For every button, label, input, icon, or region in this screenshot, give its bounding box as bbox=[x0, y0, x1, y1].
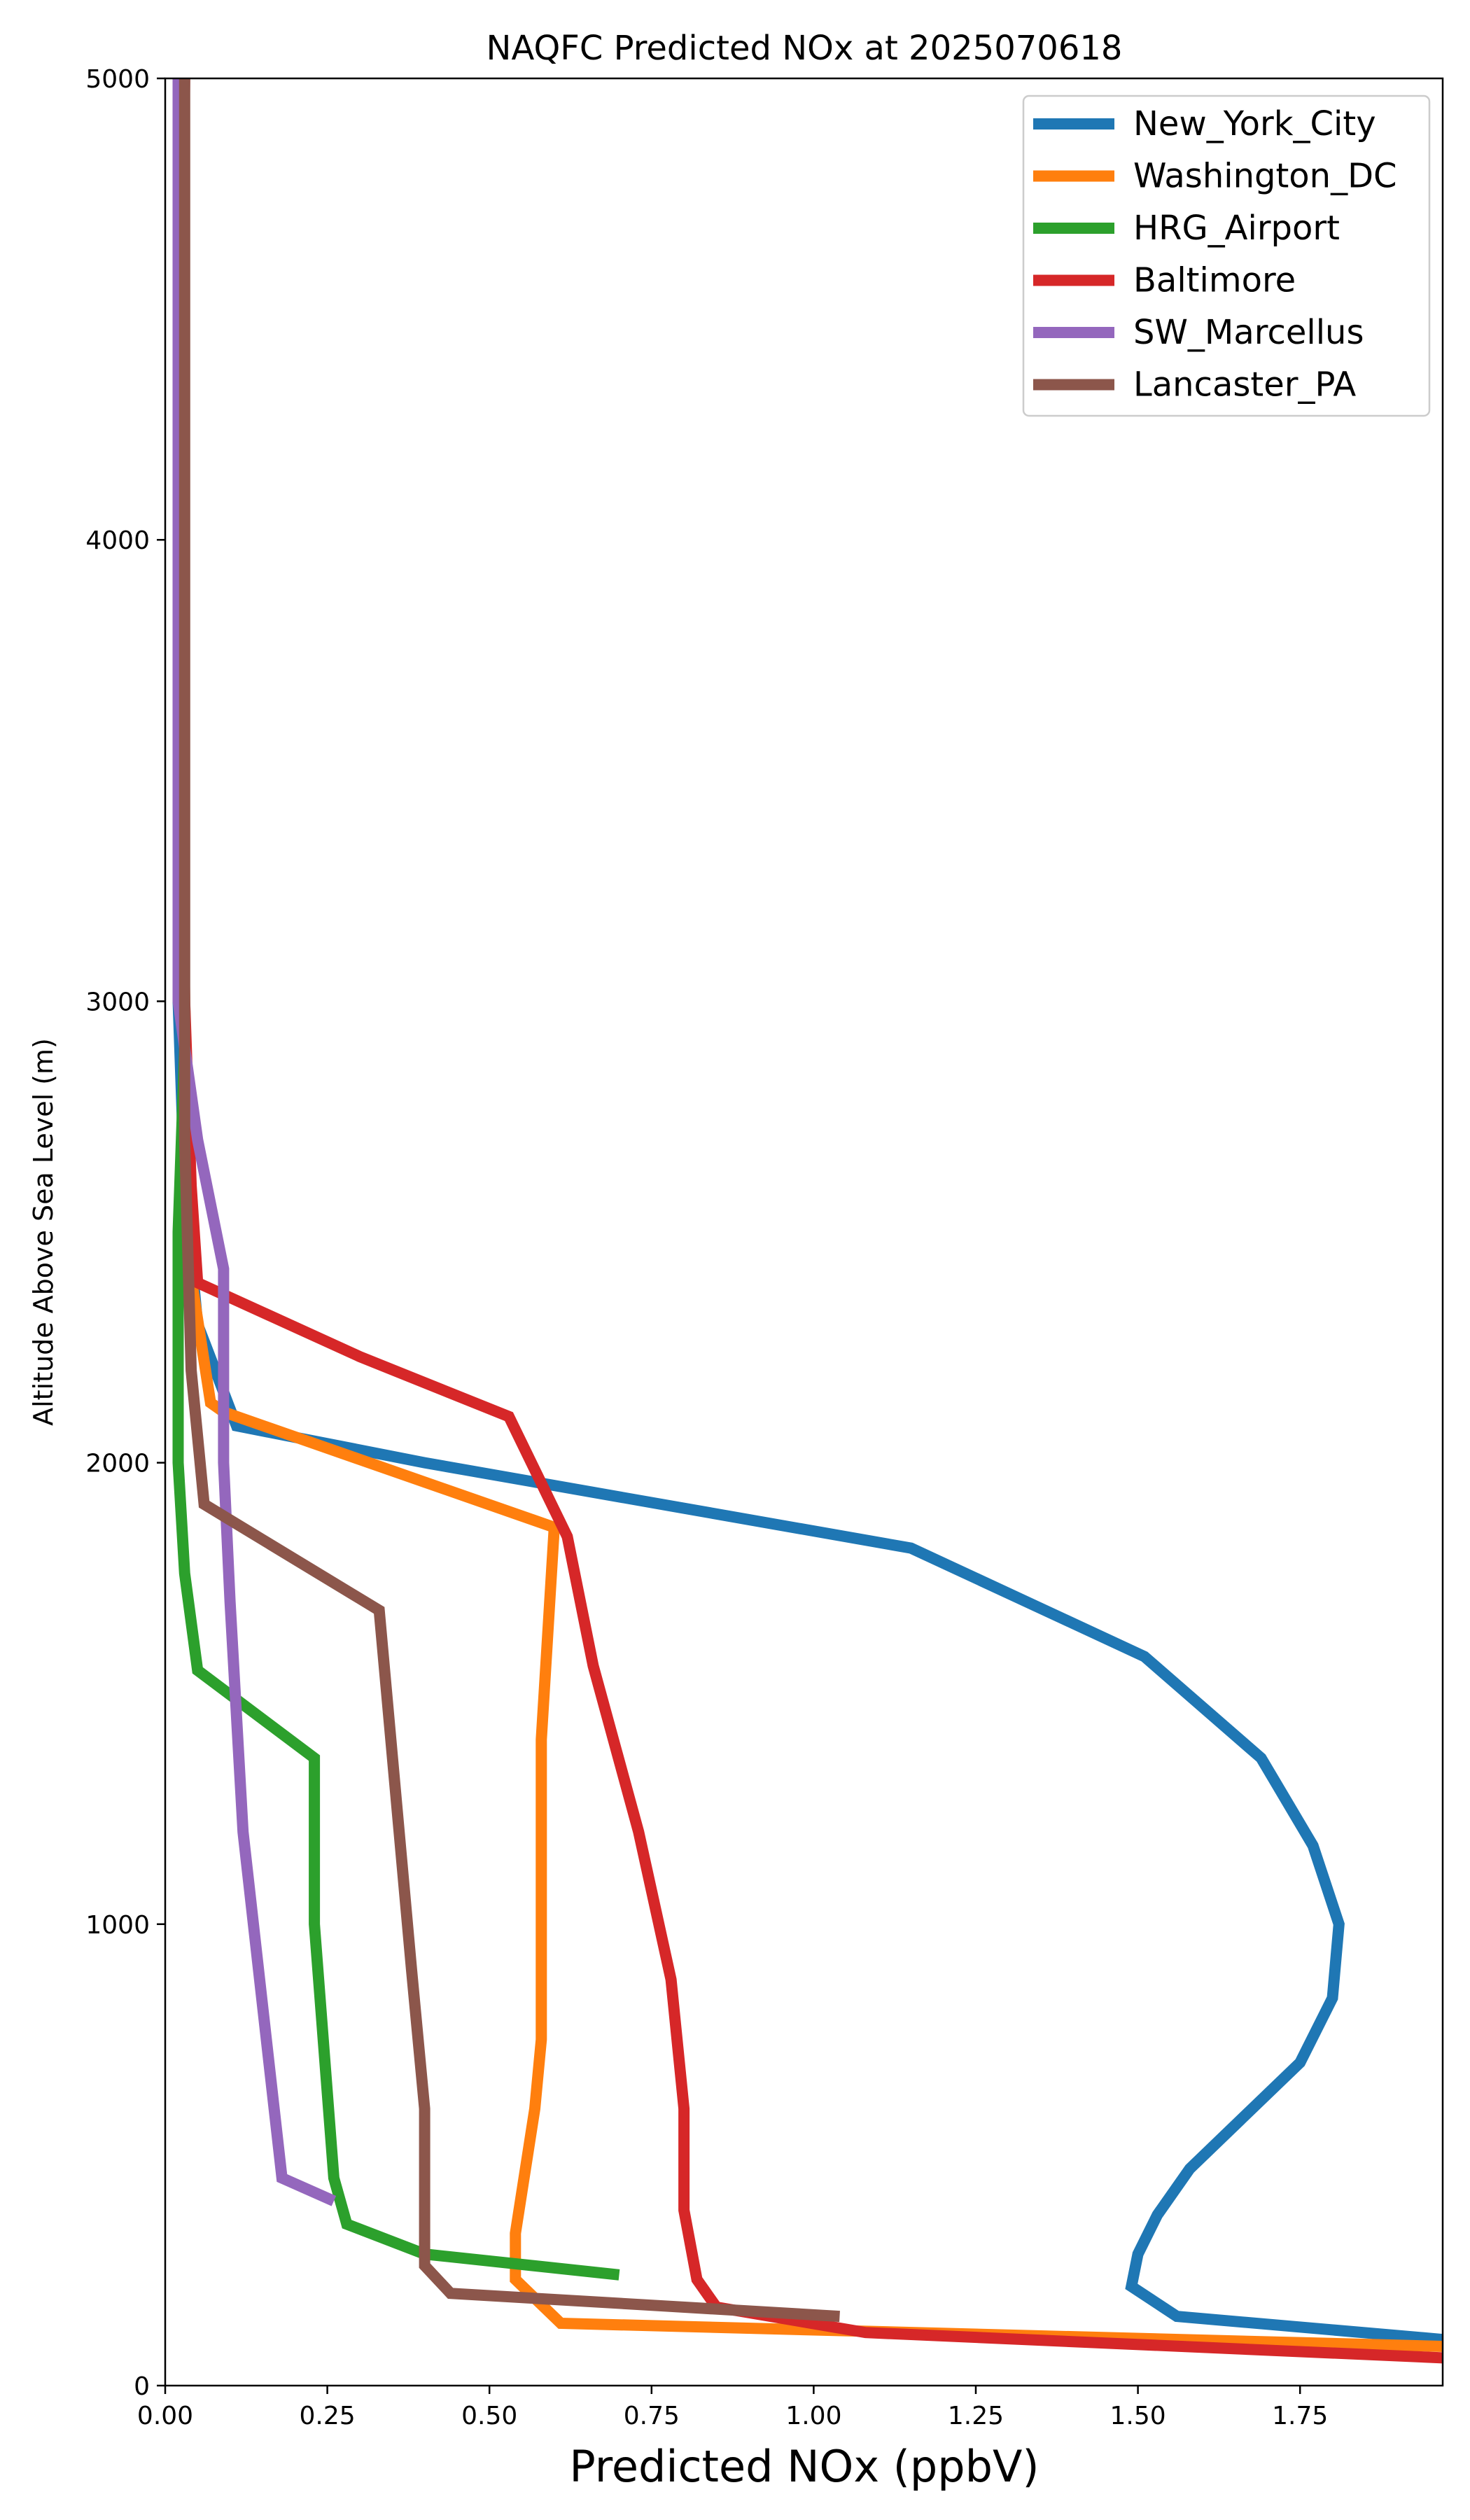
legend-label: Lancaster_PA bbox=[1133, 365, 1356, 405]
x-tick-label: 0.25 bbox=[300, 2402, 356, 2430]
legend-label: SW_Marcellus bbox=[1133, 313, 1364, 352]
legend-label: New_York_City bbox=[1133, 104, 1376, 144]
plot-frame bbox=[164, 77, 1444, 2387]
x-axis-label: Predicted NOx (ppbV) bbox=[569, 2441, 1039, 2492]
legend-box bbox=[1022, 94, 1431, 417]
y-axis-label: Altitude Above Sea Level (m) bbox=[28, 1038, 59, 1426]
legend-label: Baltimore bbox=[1133, 261, 1296, 300]
y-tick-label: 5000 bbox=[85, 65, 150, 94]
y-tick-label: 4000 bbox=[85, 526, 150, 555]
x-tick-label: 0.00 bbox=[137, 2402, 193, 2430]
x-tick-label: 1.75 bbox=[1272, 2402, 1328, 2430]
x-tick-label: 1.50 bbox=[1110, 2402, 1166, 2430]
legend-label: Washington_DC bbox=[1133, 157, 1397, 196]
y-tick-label: 3000 bbox=[85, 988, 150, 1016]
x-tick-label: 0.75 bbox=[624, 2402, 680, 2430]
y-axis: 0 1000 2000 3000 4000 5000 bbox=[85, 65, 165, 2401]
chart-title: NAQFC Predicted NOx at 2025070618 bbox=[486, 29, 1123, 68]
series-line-sw-marcellus bbox=[172, 78, 337, 2206]
x-tick-label: 1.25 bbox=[948, 2402, 1004, 2430]
y-tick-label: 0 bbox=[134, 2372, 150, 2401]
y-tick-label: 2000 bbox=[85, 1450, 150, 1478]
x-tick-label: 0.50 bbox=[461, 2402, 517, 2430]
series-line-lancaster-pa bbox=[178, 78, 840, 2323]
x-axis: 0.00 0.25 0.50 0.75 1.00 1.25 1.50 1.75 bbox=[137, 2386, 1328, 2430]
x-tick-label: 1.00 bbox=[785, 2402, 841, 2430]
legend: New_York_City Washington_DC HRG_Airport Bal… bbox=[1022, 94, 1431, 417]
legend-label: HRG_Airport bbox=[1133, 209, 1340, 248]
y-tick-label: 1000 bbox=[85, 1911, 150, 1940]
series-layer bbox=[172, 78, 1443, 2364]
